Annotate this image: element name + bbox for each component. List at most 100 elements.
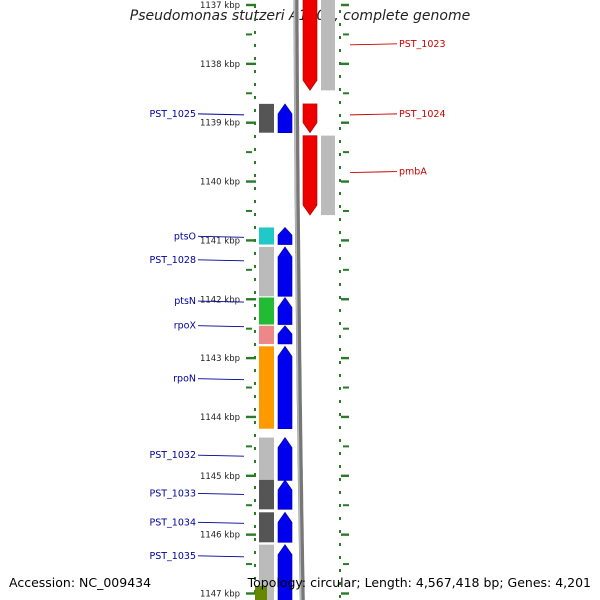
scale-tick-label: 1144 kbp: [200, 413, 240, 423]
scale-tick: [246, 62, 256, 66]
scale-tick-label: 1142 kbp: [200, 295, 240, 305]
guide-dot-outer: [339, 114, 341, 117]
scale-tick-outer: [341, 298, 349, 301]
guide-dot-inner: [254, 96, 256, 99]
guide-dot-inner: [254, 161, 256, 164]
guide-dot-inner: [254, 187, 256, 190]
scale-tick-label: 1137 kbp: [200, 1, 240, 11]
guide-dot-outer: [339, 387, 341, 390]
guide-dot-inner: [254, 343, 256, 346]
guide-dot-outer: [339, 88, 341, 91]
guide-dot-inner: [254, 434, 256, 437]
guide-dot-outer: [339, 556, 341, 559]
guide-dot-outer: [339, 530, 341, 533]
guide-dot-outer: [339, 23, 341, 26]
guide-dot-outer: [339, 257, 341, 260]
guide-dot-inner: [254, 70, 256, 73]
guide-dot-outer: [339, 283, 341, 286]
guide-dot-outer: [339, 322, 341, 325]
gene-labels: PST_1023 PST_1024 pmbA PST_1025 ptsO PST_1028…: [150, 39, 446, 562]
guide-dot-outer: [339, 582, 341, 585]
guide-dot-inner: [254, 564, 256, 567]
gene-arrow: [277, 325, 293, 345]
scale-minor-tick-outer: [343, 151, 349, 154]
guide-dot-outer: [339, 205, 341, 208]
scale-minor-tick: [246, 563, 252, 566]
guide-dot-inner: [254, 499, 256, 502]
scale-tick: [246, 298, 256, 301]
gene-arrow: [277, 479, 293, 510]
gene-label-line: [197, 454, 245, 457]
guide-dot-outer: [339, 504, 341, 507]
guide-dot-inner: [254, 486, 256, 489]
scale-minor-tick-outer: [343, 504, 349, 507]
scale-tick-label: 1146 kbp: [200, 531, 240, 541]
gene-label-line: [197, 378, 245, 381]
guide-dot-inner: [254, 291, 256, 294]
guide-dot-outer: [339, 75, 341, 78]
guide-dot-inner: [254, 473, 256, 476]
gene-label-line: [197, 235, 245, 238]
guide-dot-outer: [339, 36, 341, 39]
gene-arrow: [277, 227, 293, 245]
guide-dot-inner: [254, 382, 256, 385]
scale-tick-outer: [341, 3, 349, 7]
guide-dot-outer: [339, 192, 341, 195]
genome-backbone: [293, 0, 305, 600]
backbone-highlight: [293, 0, 302, 600]
scale-tick-outer: [341, 415, 349, 419]
scale-tick-label: 1143 kbp: [200, 354, 240, 364]
gene-arrow: [302, 135, 318, 216]
gene-arrow: [302, 103, 318, 134]
guide-dot-outer: [339, 413, 341, 416]
scale-tick-outer: [341, 474, 349, 477]
genome-summary-text: Topology: circular; Length: 4,567,418 bp…: [247, 575, 591, 590]
scale-minor-tick-outer: [343, 327, 349, 330]
scale-tick: [246, 533, 256, 536]
guide-dot-outer: [339, 49, 341, 52]
gene-label: PST_1033: [150, 488, 197, 499]
scale-minor-tick-outer: [343, 268, 349, 271]
scale-tick: [246, 3, 256, 7]
guide-dot-outer: [339, 270, 341, 273]
guide-dot-outer: [339, 179, 341, 182]
guide-dot-outer: [339, 296, 341, 299]
guide-dot-outer: [339, 465, 341, 468]
scale-minor-tick-outer: [343, 92, 349, 95]
scale-tick-outer: [341, 592, 349, 595]
guide-dot-inner: [254, 174, 256, 177]
guide-dot-outer: [339, 309, 341, 312]
scale-tick: [246, 121, 256, 124]
cog-box: [259, 479, 274, 510]
guide-dot-inner: [254, 213, 256, 216]
gene-label-line: [197, 521, 245, 524]
scale-minor-tick-outer: [343, 445, 349, 448]
guide-dot-outer: [339, 62, 341, 65]
guide-dot-outer: [339, 491, 341, 494]
gene-arrow: [277, 103, 293, 134]
gene-arrow: [277, 437, 293, 481]
guide-dot-inner: [254, 369, 256, 372]
scale-tick-label: 1147 kbp: [200, 590, 240, 600]
guide-dot-outer: [339, 218, 341, 221]
guide-dot-inner: [254, 278, 256, 281]
guide-dot-outer: [339, 127, 341, 130]
guide-dot-outer: [339, 426, 341, 429]
scale-minor-tick: [246, 327, 252, 330]
guide-dot-inner: [254, 148, 256, 151]
gene-label: PST_1035: [150, 551, 197, 562]
scale-tick-outer: [341, 356, 349, 360]
scale-minor-tick: [246, 445, 252, 448]
guide-dot-inner: [254, 200, 256, 203]
guide-dot-inner: [254, 577, 256, 580]
cog-box: [259, 346, 274, 429]
gene-arrow: [277, 296, 293, 325]
gene-label: PST_1024: [399, 109, 446, 120]
guide-dot-inner: [254, 395, 256, 398]
cog-box: [259, 437, 274, 481]
gene-label: PST_1025: [150, 109, 197, 120]
scale-ticks: 1137 kbp 1138 kbp 1139 kbp 1140 kbp 1141 kbp…: [200, 1, 349, 600]
guide-dot-inner: [254, 44, 256, 47]
cog-box: [259, 227, 274, 245]
guide-dot-inner: [254, 525, 256, 528]
